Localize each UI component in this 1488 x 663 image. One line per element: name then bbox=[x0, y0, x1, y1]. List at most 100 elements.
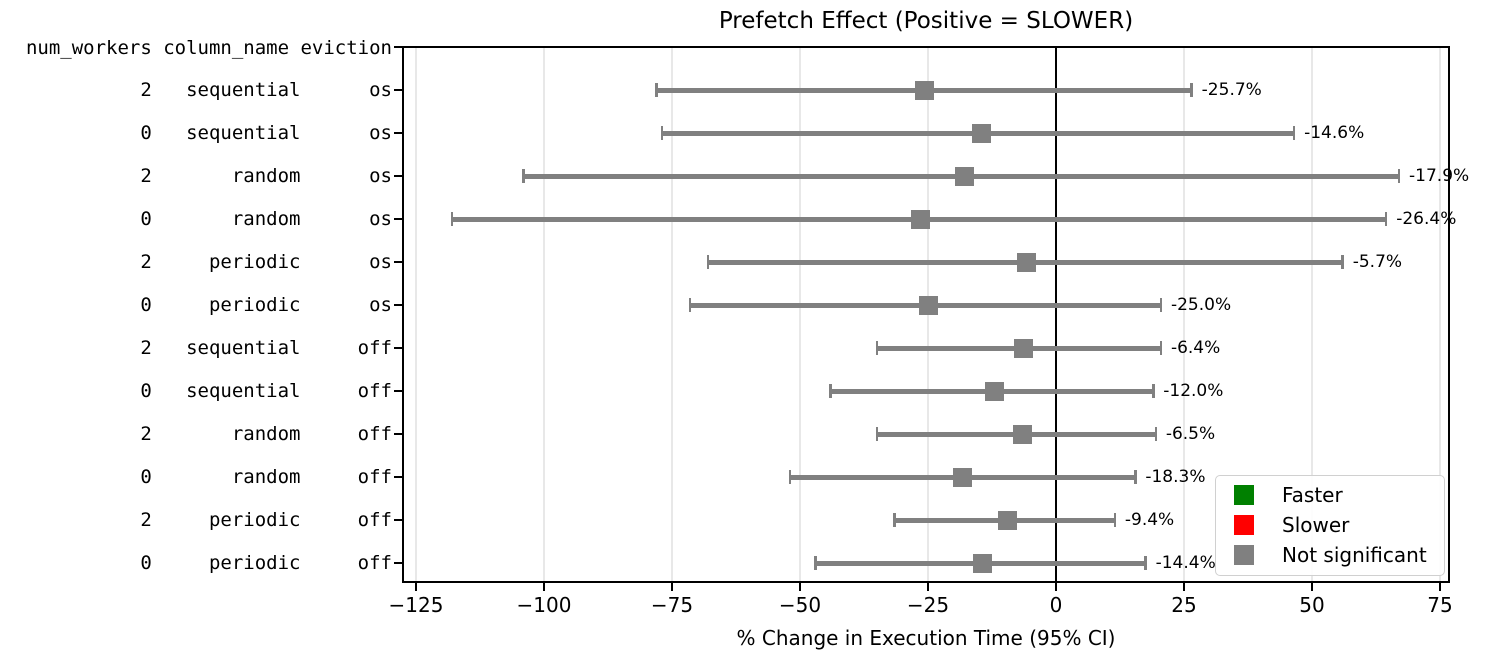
row-label: 0 sequential off bbox=[25, 380, 392, 402]
error-bar-cap-low bbox=[660, 126, 663, 140]
value-label: -25.0% bbox=[1170, 295, 1232, 315]
x-tick-label: −125 bbox=[388, 593, 444, 617]
gridline bbox=[671, 48, 673, 581]
gridline bbox=[415, 48, 417, 581]
row-label: 2 sequential off bbox=[25, 337, 392, 359]
error-bar-cap-low bbox=[814, 556, 817, 570]
value-label: -26.4% bbox=[1396, 209, 1457, 229]
error-bar-cap-high bbox=[1341, 255, 1344, 269]
x-tick bbox=[1055, 583, 1057, 591]
error-bar-cap-low bbox=[655, 83, 658, 97]
row-label: 2 periodic os bbox=[25, 251, 392, 273]
zero-reference-line bbox=[1054, 48, 1058, 581]
x-tick bbox=[543, 583, 545, 591]
chart-title: Prefetch Effect (Positive = SLOWER) bbox=[718, 8, 1134, 34]
error-bar-cap-low bbox=[522, 169, 525, 183]
value-label: -25.7% bbox=[1201, 80, 1262, 100]
row-label: 2 sequential os bbox=[25, 79, 392, 101]
legend-swatch bbox=[1234, 515, 1254, 535]
error-bar-cap-low bbox=[893, 513, 896, 527]
data-point-marker bbox=[998, 510, 1018, 530]
row-label: 2 random off bbox=[25, 423, 392, 445]
y-tick bbox=[394, 175, 402, 177]
x-tick-label: −25 bbox=[906, 593, 950, 617]
value-label: -9.4% bbox=[1124, 510, 1175, 530]
error-bar-cap-high bbox=[1384, 212, 1388, 226]
row-label: 2 periodic off bbox=[25, 509, 392, 531]
x-tick bbox=[1183, 583, 1185, 591]
row-label: 0 random off bbox=[25, 466, 392, 488]
row-label: 0 sequential os bbox=[25, 122, 392, 144]
row-label: 0 random os bbox=[25, 208, 392, 230]
data-point-marker bbox=[985, 381, 1005, 401]
gridline bbox=[799, 48, 801, 581]
data-point-marker bbox=[918, 295, 938, 315]
gridline bbox=[543, 48, 545, 581]
legend-item: Faster bbox=[1216, 483, 1444, 507]
data-point-marker bbox=[954, 166, 974, 186]
row-label: 2 random os bbox=[25, 165, 392, 187]
x-tick bbox=[671, 583, 673, 591]
x-tick bbox=[799, 583, 801, 591]
y-tick bbox=[394, 562, 402, 564]
value-label: -5.7% bbox=[1352, 252, 1403, 272]
x-tick-label: −75 bbox=[650, 593, 694, 617]
y-tick bbox=[394, 218, 402, 220]
value-label: -6.4% bbox=[1170, 338, 1221, 358]
data-point-marker bbox=[972, 553, 992, 573]
x-axis-label: % Change in Execution Time (95% CI) bbox=[736, 626, 1116, 650]
error-bar-cap-high bbox=[1159, 341, 1163, 355]
plot-area: -25.7% -14.6% -17.9% -26.4% -5.7% -25.0% -6.4%… bbox=[402, 46, 1469, 583]
error-bar-cap-low bbox=[829, 384, 832, 398]
error-bar-cap-high bbox=[1397, 169, 1401, 183]
y-tick bbox=[394, 390, 402, 392]
x-tick-label: 75 bbox=[1427, 593, 1453, 617]
x-tick-label: −50 bbox=[778, 593, 822, 617]
legend-label: Slower bbox=[1282, 513, 1350, 537]
x-tick bbox=[927, 583, 929, 591]
y-tick bbox=[394, 46, 402, 48]
data-point-marker bbox=[952, 467, 972, 487]
legend-label: Not significant bbox=[1282, 543, 1427, 567]
x-tick bbox=[415, 583, 417, 591]
y-tick bbox=[394, 132, 402, 134]
legend-swatch bbox=[1234, 545, 1254, 565]
error-bar-cap-high bbox=[1159, 298, 1163, 312]
value-label: -14.6% bbox=[1304, 123, 1365, 143]
error-bar-cap-high bbox=[1134, 470, 1137, 484]
y-tick bbox=[394, 476, 402, 478]
x-tick-label: 50 bbox=[1299, 593, 1325, 617]
error-bar-cap-low bbox=[450, 212, 454, 226]
gridline bbox=[1439, 48, 1441, 581]
value-label: -17.9% bbox=[1409, 166, 1470, 186]
value-label: -14.4% bbox=[1155, 553, 1216, 573]
y-tick bbox=[394, 261, 402, 263]
error-bar-cap-high bbox=[1190, 83, 1193, 97]
error-bar-cap-low bbox=[875, 427, 879, 441]
row-label: 0 periodic os bbox=[25, 294, 392, 316]
x-tick-label: 0 bbox=[1049, 593, 1063, 617]
y-tick bbox=[394, 519, 402, 521]
y-tick bbox=[394, 89, 402, 91]
data-point-marker bbox=[1017, 252, 1037, 272]
y-tick bbox=[394, 304, 402, 306]
x-tick-label: −100 bbox=[516, 593, 572, 617]
legend-item: Slower bbox=[1216, 513, 1444, 537]
value-label: -6.5% bbox=[1165, 424, 1216, 444]
value-label: -18.3% bbox=[1145, 467, 1206, 487]
data-point-marker bbox=[1013, 424, 1033, 444]
error-bar-cap-high bbox=[1144, 556, 1147, 570]
value-label: -12.0% bbox=[1163, 381, 1224, 401]
x-tick bbox=[1311, 583, 1313, 591]
error-bar-cap-high bbox=[1292, 126, 1296, 140]
gridline bbox=[1311, 48, 1313, 581]
column-header: num_workers column_name eviction bbox=[25, 37, 392, 59]
legend-label: Faster bbox=[1282, 483, 1343, 507]
x-tick-label: 25 bbox=[1171, 593, 1197, 617]
error-bar-cap-low bbox=[706, 255, 710, 269]
data-point-marker bbox=[1013, 338, 1033, 358]
y-tick bbox=[394, 347, 402, 349]
data-point-marker bbox=[911, 209, 931, 229]
error-bar-cap-low bbox=[788, 470, 791, 484]
